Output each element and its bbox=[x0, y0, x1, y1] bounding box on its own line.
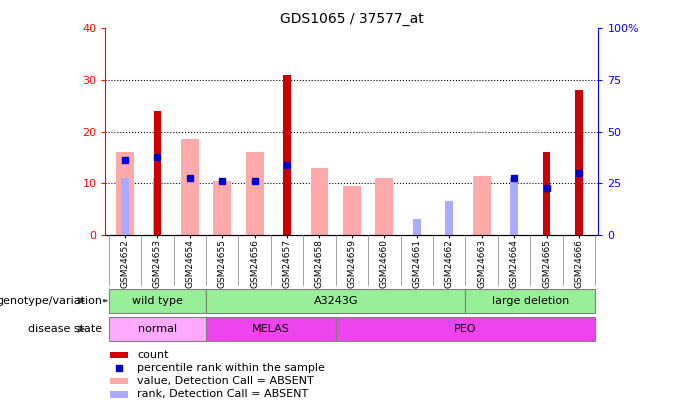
Bar bbox=[181, 139, 199, 235]
Bar bbox=[109, 289, 206, 313]
Title: GDS1065 / 37577_at: GDS1065 / 37577_at bbox=[280, 12, 424, 26]
Bar bbox=[375, 178, 393, 235]
Bar bbox=[214, 181, 231, 235]
Bar bbox=[153, 178, 161, 235]
Bar bbox=[311, 168, 328, 235]
Text: rank, Detection Call = ABSENT: rank, Detection Call = ABSENT bbox=[137, 389, 309, 399]
Text: percentile rank within the sample: percentile rank within the sample bbox=[137, 363, 325, 373]
Bar bbox=[121, 178, 129, 235]
Bar bbox=[206, 289, 465, 313]
Bar bbox=[473, 175, 490, 235]
Bar bbox=[336, 317, 595, 341]
Text: PEO: PEO bbox=[454, 324, 477, 334]
Bar bbox=[343, 186, 361, 235]
Bar bbox=[110, 391, 128, 398]
Text: value, Detection Call = ABSENT: value, Detection Call = ABSENT bbox=[137, 376, 314, 386]
Bar bbox=[575, 90, 583, 235]
Bar bbox=[510, 178, 518, 235]
Bar bbox=[110, 352, 128, 358]
Bar bbox=[116, 152, 134, 235]
Text: wild type: wild type bbox=[132, 296, 183, 306]
Bar bbox=[284, 75, 290, 235]
Bar bbox=[543, 152, 550, 235]
Bar bbox=[154, 111, 161, 235]
Text: count: count bbox=[137, 350, 169, 360]
Bar bbox=[110, 378, 128, 384]
Bar bbox=[465, 289, 595, 313]
Text: MELAS: MELAS bbox=[252, 324, 290, 334]
Text: A3243G: A3243G bbox=[313, 296, 358, 306]
Bar bbox=[109, 317, 206, 341]
Bar bbox=[245, 152, 264, 235]
Text: genotype/variation: genotype/variation bbox=[0, 296, 102, 306]
Bar bbox=[413, 220, 421, 235]
Bar bbox=[445, 201, 454, 235]
Text: disease state: disease state bbox=[28, 324, 102, 334]
Text: large deletion: large deletion bbox=[492, 296, 569, 306]
Text: normal: normal bbox=[138, 324, 177, 334]
Bar bbox=[206, 317, 336, 341]
